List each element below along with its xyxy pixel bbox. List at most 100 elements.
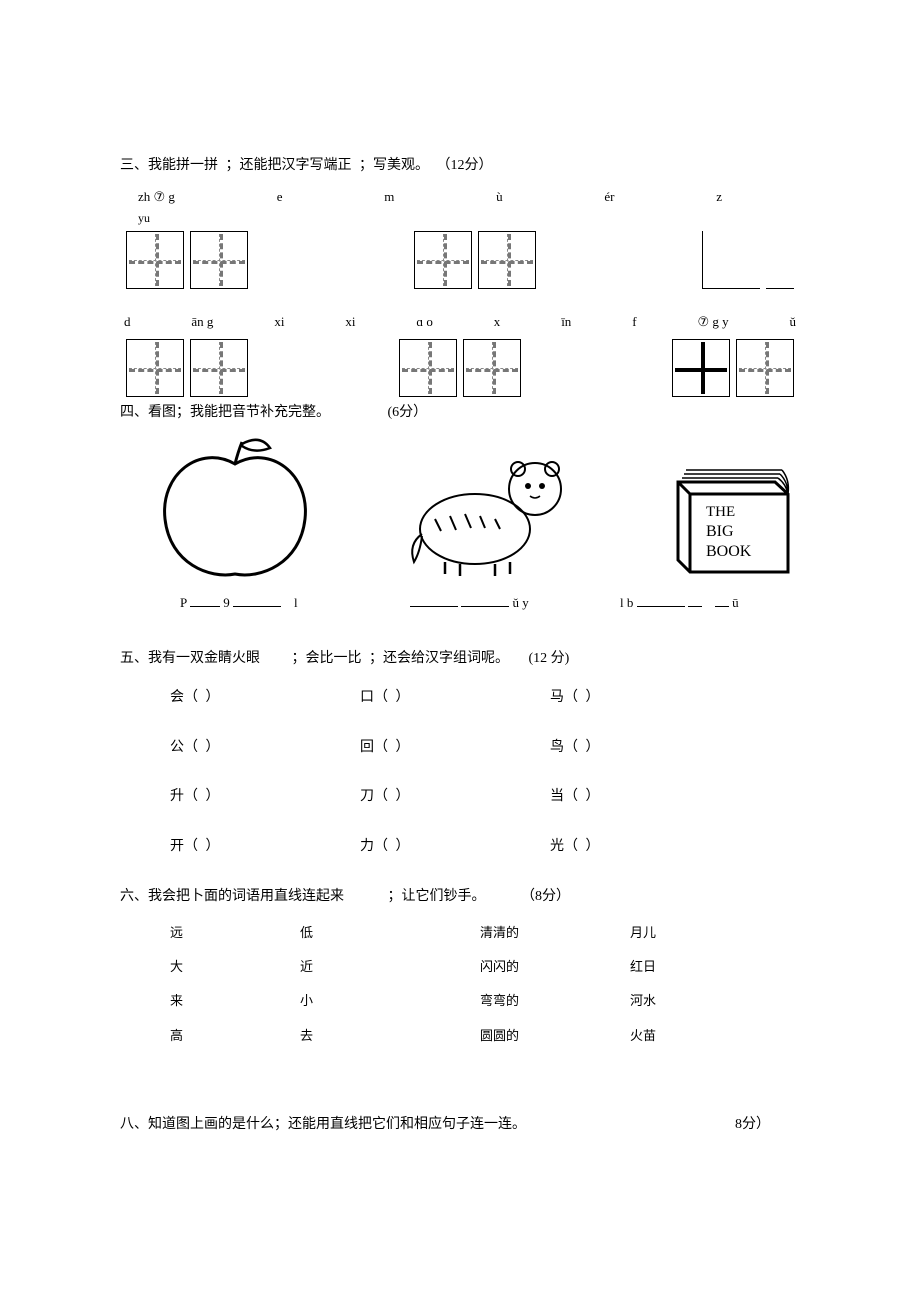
- wp-char: 升: [170, 789, 184, 804]
- s5-title-post: ；还会给汉字组词呢。: [369, 651, 509, 666]
- fill-tiger: ǔ y: [410, 594, 620, 612]
- wp-cell: 当（ ）: [550, 787, 740, 807]
- paren: （ ）: [564, 690, 602, 705]
- s5-score: (12 分): [529, 651, 570, 666]
- tiger-mid: ǔ y: [513, 595, 529, 610]
- match-c: 圆圆的: [480, 1027, 630, 1045]
- pinyin-2-2: xi: [274, 313, 284, 331]
- paren: （ ）: [564, 740, 602, 755]
- wp-cell: 马（ ）: [550, 688, 740, 708]
- s4-score: (6分）: [388, 405, 428, 420]
- wp-char: 鸟: [550, 740, 564, 755]
- s5-title-mid: ；会比一比: [292, 651, 362, 666]
- box-row-2: [120, 339, 800, 397]
- fill-apple: P 9 l: [180, 594, 410, 612]
- pinyin-2-8: ⑦ g y: [697, 313, 728, 331]
- match-row: 高 去 圆圆的 火苗: [170, 1027, 800, 1045]
- book-pre: l b: [620, 595, 633, 610]
- section3-header: 三、我能拼一拼 ；还能把汉字写端正 ；写美观。 （12分）: [120, 156, 800, 176]
- wordpair-row: 升（ ） 刀（ ） 当（ ）: [170, 787, 800, 807]
- wp-char: 光: [550, 839, 564, 854]
- image-row: THE BIG BOOK: [150, 434, 800, 584]
- apple-mid: 9: [223, 595, 230, 610]
- s3-title-pre: 三、我能拼一拼: [120, 158, 218, 173]
- wp-cell: 力（ ）: [360, 837, 550, 857]
- pinyin-2-9: ǔ: [789, 313, 796, 331]
- section4-header: 四、看图；我能把音节补充完整。 (6分）: [120, 403, 800, 423]
- paren: （ ）: [374, 740, 412, 755]
- blank: [715, 595, 729, 607]
- tianzi-box-broken: [702, 231, 760, 289]
- s3-score: （12分）: [437, 158, 493, 173]
- match-b: 去: [300, 1027, 480, 1045]
- wordpair-row: 公（ ） 回（ ） 鸟（ ）: [170, 738, 800, 758]
- paren: （ ）: [374, 789, 412, 804]
- box-pair: [672, 339, 794, 397]
- wp-char: 公: [170, 740, 184, 755]
- s3-title-mid: ；还能把汉字写端正: [226, 158, 352, 173]
- wordpair-block: 会（ ） 口（ ） 马（ ） 公（ ） 回（ ） 鸟（ ） 升（ ） 刀（ ） …: [170, 688, 800, 856]
- paren: （ ）: [374, 690, 412, 705]
- wp-cell: 升（ ）: [170, 787, 360, 807]
- tianzi-box: [399, 339, 457, 397]
- match-d: 月儿: [630, 924, 710, 942]
- blank: [688, 595, 702, 607]
- wp-char: 口: [360, 690, 374, 705]
- apple-pre: P: [180, 595, 187, 610]
- pinyin-row-2: d ān g xi xi ɑ o x īn f ⑦ g y ǔ: [120, 313, 800, 331]
- pinyin-1-2: m: [384, 188, 394, 206]
- wp-cell: 鸟（ ）: [550, 738, 740, 758]
- section8-header: 八、知道图上画的是什么；还能用直线把它们和相应句子连一连。 8分）: [120, 1115, 800, 1135]
- s6-title-pre: 六、我会把卜面的词语用直线连起来: [120, 889, 344, 904]
- pinyin-1-0: zh ⑦ g: [138, 188, 175, 206]
- book-line1: THE: [706, 504, 735, 520]
- wp-char: 回: [360, 740, 374, 755]
- tianzi-box: [736, 339, 794, 397]
- match-c: 清清的: [480, 924, 630, 942]
- s6-score: （8分）: [521, 889, 570, 904]
- match-a: 大: [170, 958, 300, 976]
- match-block: 远 低 清清的 月儿 大 近 闪闪的 红日 来 小 弯弯的 河水 高 去 圆圆的…: [170, 924, 800, 1045]
- pinyin-2-5: x: [494, 313, 501, 331]
- blank: [637, 595, 685, 607]
- match-b: 小: [300, 992, 480, 1010]
- box-pair: [702, 231, 794, 289]
- apple-post: l: [294, 595, 298, 610]
- box-row-1: [120, 231, 800, 289]
- match-a: 远: [170, 924, 300, 942]
- apple-icon: [150, 434, 320, 584]
- fill-book: l b ū: [620, 594, 739, 612]
- match-b: 近: [300, 958, 480, 976]
- match-d: 河水: [630, 992, 710, 1010]
- match-row: 远 低 清清的 月儿: [170, 924, 800, 942]
- pinyin-2-1: ān g: [191, 313, 213, 331]
- tianzi-box: [672, 339, 730, 397]
- wp-char: 当: [550, 789, 564, 804]
- pinyin-1-1: e: [277, 188, 283, 206]
- match-d: 火苗: [630, 1027, 710, 1045]
- paren: （ ）: [184, 690, 222, 705]
- pinyin-2-0: d: [124, 313, 131, 331]
- wp-char: 会: [170, 690, 184, 705]
- section5-header: 五、我有一双金睛火眼 ；会比一比 ；还会给汉字组词呢。 (12 分): [120, 649, 800, 669]
- tianzi-box: [126, 339, 184, 397]
- match-row: 大 近 闪闪的 红日: [170, 958, 800, 976]
- paren: （ ）: [564, 789, 602, 804]
- s8-score: 8分）: [735, 1115, 770, 1135]
- spacer: [120, 1075, 800, 1115]
- pinyin-1-4: ér: [604, 188, 614, 206]
- book-line3: BOOK: [706, 543, 752, 560]
- blank: [410, 595, 458, 607]
- s4-title: 四、看图；我能把音节补充完整。: [120, 405, 330, 420]
- book-line2: BIG: [706, 523, 734, 540]
- match-row: 来 小 弯弯的 河水: [170, 992, 800, 1010]
- tianzi-box: [190, 339, 248, 397]
- pinyin-2-7: f: [632, 313, 636, 331]
- match-a: 高: [170, 1027, 300, 1045]
- match-a: 来: [170, 992, 300, 1010]
- s3-title-post: ；写美观。: [359, 158, 429, 173]
- paren: （ ）: [374, 839, 412, 854]
- wp-cell: 会（ ）: [170, 688, 360, 708]
- box-pair: [126, 231, 248, 289]
- tianzi-box: [190, 231, 248, 289]
